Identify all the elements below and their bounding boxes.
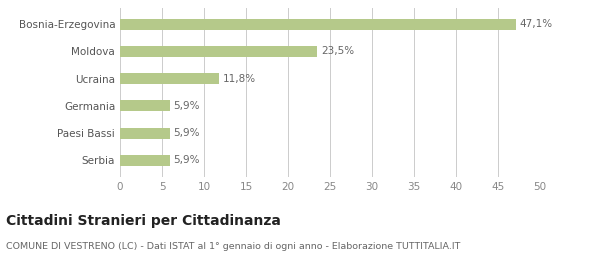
Bar: [120, 46, 317, 57]
Bar: [120, 155, 170, 166]
Bar: [120, 73, 219, 84]
Bar: [120, 128, 170, 139]
Text: 5,9%: 5,9%: [173, 155, 199, 165]
Bar: [120, 100, 170, 111]
Text: COMUNE DI VESTRENO (LC) - Dati ISTAT al 1° gennaio di ogni anno - Elaborazione T: COMUNE DI VESTRENO (LC) - Dati ISTAT al …: [6, 242, 460, 251]
Bar: [120, 19, 515, 30]
Text: 5,9%: 5,9%: [173, 101, 199, 111]
Text: 5,9%: 5,9%: [173, 128, 199, 138]
Text: 11,8%: 11,8%: [223, 74, 256, 84]
Text: 23,5%: 23,5%: [321, 47, 354, 56]
Text: Cittadini Stranieri per Cittadinanza: Cittadini Stranieri per Cittadinanza: [6, 214, 281, 229]
Text: 47,1%: 47,1%: [519, 19, 552, 29]
